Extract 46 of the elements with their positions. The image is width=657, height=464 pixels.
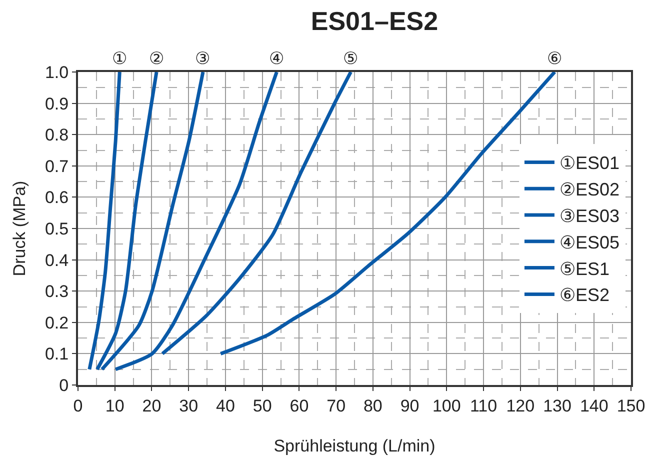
- y-tick-label: 0.1: [44, 344, 69, 364]
- x-tick-label: 130: [543, 396, 572, 416]
- legend-label: ①ES01: [559, 153, 620, 174]
- y-axis-title: Druck (MPa): [10, 180, 30, 276]
- y-tick-label: 0.9: [44, 94, 69, 114]
- y-tick-label: 0.5: [44, 219, 69, 238]
- y-tick-label: 0.7: [44, 156, 69, 176]
- legend-label: ②ES02: [559, 180, 620, 200]
- annotation: ①: [112, 49, 128, 69]
- x-tick-label: 100: [432, 396, 461, 416]
- annotation: ⑥: [547, 49, 562, 69]
- x-tick-label: 40: [216, 396, 235, 416]
- annotation: ③: [195, 49, 210, 69]
- y-tick-label: 0.8: [44, 126, 69, 145]
- x-tick-label: 150: [616, 396, 646, 416]
- x-axis-title: Sprühleistung (L/min): [274, 436, 436, 456]
- x-tick-label: 80: [363, 396, 382, 416]
- annotation: ④: [269, 49, 284, 69]
- x-tick-label: 90: [400, 396, 420, 416]
- line-series: [88, 72, 122, 372]
- x-tick-label: 30: [179, 396, 198, 416]
- chart-title: ES01–ES2: [310, 6, 438, 36]
- x-tick-label: 20: [142, 396, 162, 416]
- x-tick-label: 110: [470, 396, 498, 416]
- y-tick-label: 0.6: [44, 188, 69, 208]
- y-tick-label: 0.3: [44, 282, 69, 302]
- x-tick-label: 50: [252, 396, 272, 416]
- legend-label: ③ES03: [559, 206, 620, 226]
- line-series: [218, 72, 556, 356]
- x-tick-label: 60: [290, 396, 309, 416]
- y-tick-label: 0: [59, 376, 69, 395]
- legend-label: ⑥ES2: [559, 285, 610, 306]
- x-tick-label: 10: [105, 396, 124, 416]
- legend-label: ⑤ES1: [559, 258, 610, 279]
- y-tick-label: 0.4: [44, 250, 69, 270]
- line-series: [160, 72, 353, 356]
- x-tick-label: 0: [73, 396, 83, 416]
- annotation: ②: [149, 49, 164, 69]
- y-tick-label: 0.2: [44, 313, 69, 332]
- y-tick-label: 1.0: [44, 62, 69, 82]
- x-tick-label: 70: [326, 396, 346, 416]
- annotation: ⑤: [343, 49, 358, 69]
- x-tick-label: 140: [580, 396, 608, 416]
- x-tick-label: 120: [506, 396, 535, 416]
- legend-label: ④ES05: [559, 232, 620, 252]
- line-series: [114, 72, 278, 372]
